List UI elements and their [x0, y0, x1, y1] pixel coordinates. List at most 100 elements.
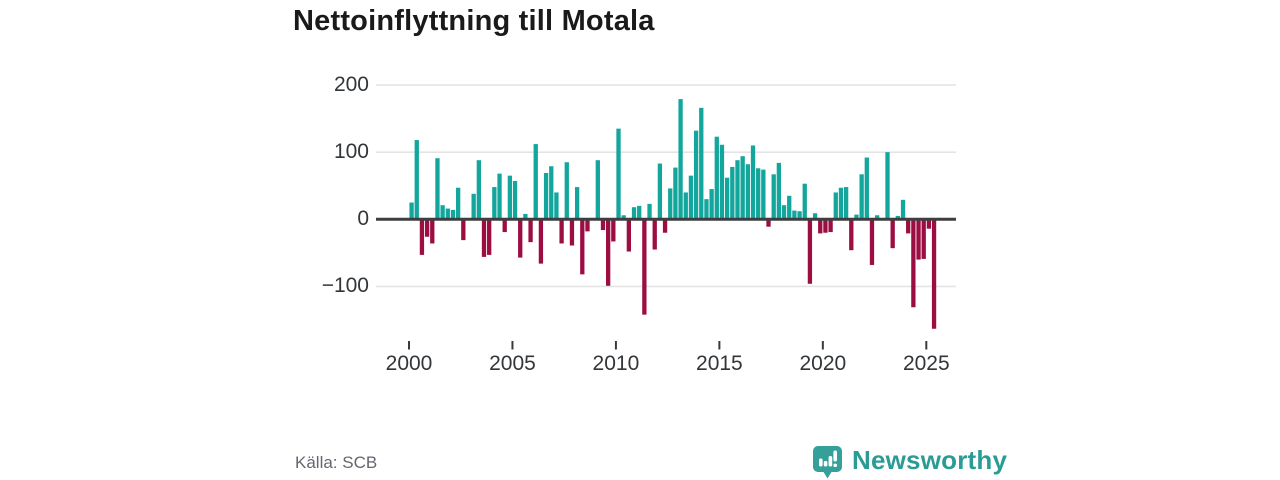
bar-2008Q1 — [574, 187, 580, 220]
bar-2013Q2 — [683, 192, 688, 220]
bar-2007Q1 — [554, 192, 559, 220]
bar-2003Q2 — [476, 160, 481, 220]
bar-2011Q3 — [647, 203, 652, 220]
bar-2003Q3 — [481, 219, 487, 257]
bar-2012Q4 — [673, 167, 678, 220]
bar-2004Q1 — [492, 187, 497, 220]
bar-2009Q1 — [595, 160, 600, 220]
bar-2003Q4 — [487, 219, 492, 255]
bar-2018Q3 — [792, 210, 797, 220]
bar-2005Q1 — [512, 181, 518, 220]
bar-2012Q1 — [657, 163, 663, 220]
bar-2016Q4 — [756, 168, 761, 220]
bar-2023Q2 — [890, 219, 895, 249]
y-axis-tick-label-0: 0 — [357, 207, 369, 231]
bar-2023Q3 — [895, 215, 900, 220]
bar-2006Q2 — [538, 219, 544, 264]
bar-2013Q3 — [688, 175, 694, 220]
bar-2005Q4 — [528, 219, 533, 243]
bar-2024Q4 — [921, 219, 926, 259]
bar-2017Q4 — [776, 162, 782, 220]
x-axis-tick-label-2020: 2020 — [799, 352, 847, 375]
bar-2020Q2 — [828, 219, 833, 233]
bar-2000Q3 — [419, 219, 425, 255]
bar-2015Q3 — [730, 166, 735, 220]
bar-2023Q4 — [900, 199, 906, 220]
bar-2006Q3 — [543, 172, 549, 220]
bar-2010Q4 — [631, 207, 637, 220]
bar-2005Q2 — [518, 219, 523, 258]
x-axis-tick-label-2005: 2005 — [489, 352, 536, 375]
bar-2021Q4 — [859, 174, 864, 220]
bar-2015Q4 — [735, 160, 740, 220]
bar-2025Q2 — [931, 219, 937, 329]
bar-2008Q3 — [585, 219, 590, 232]
x-axis-tick-label-2000: 2000 — [385, 352, 433, 375]
bar-2003Q1 — [471, 193, 476, 220]
bar-2010Q3 — [626, 219, 631, 252]
bar-2020Q4 — [838, 187, 844, 220]
bar-2023Q1 — [885, 152, 890, 220]
bar-2024Q2 — [911, 219, 916, 308]
bar-2022Q3 — [875, 215, 880, 220]
bar-2014Q2 — [704, 199, 709, 220]
bar-2012Q3 — [668, 188, 673, 220]
bar-2004Q4 — [507, 175, 513, 220]
bar-2019Q3 — [812, 213, 818, 220]
bar-2016Q3 — [750, 145, 756, 220]
bar-2014Q3 — [709, 189, 714, 220]
source-note: Källa: SCB — [295, 453, 378, 472]
chart-title: Nettoinflyttning till Motala — [293, 5, 655, 37]
bar-2001Q1 — [430, 219, 435, 244]
bar-2020Q1 — [823, 219, 828, 233]
bar-2019Q1 — [802, 183, 807, 220]
bar-2021Q1 — [843, 187, 849, 220]
bar-2012Q2 — [662, 219, 668, 233]
bar-2019Q2 — [807, 219, 813, 284]
bar-2014Q1 — [699, 107, 704, 220]
bar-2007Q4 — [569, 219, 575, 246]
newsworthy-logo: Newsworthy — [812, 444, 1007, 480]
bar-2011Q4 — [652, 219, 657, 250]
bar-2016Q1 — [740, 156, 745, 220]
bar-2009Q4 — [611, 219, 616, 242]
bar-2000Q1 — [409, 202, 414, 220]
bar-2000Q4 — [424, 219, 430, 237]
bar-2019Q4 — [818, 219, 823, 234]
bar-2018Q1 — [781, 205, 787, 220]
bar-2022Q2 — [869, 219, 875, 265]
bar-2002Q1 — [450, 209, 456, 220]
bar-2022Q1 — [864, 157, 869, 220]
bar-2002Q3 — [461, 219, 466, 241]
x-axis-tick-label-2025: 2025 — [902, 352, 950, 375]
bar-2016Q2 — [745, 164, 750, 220]
bar-2008Q2 — [580, 219, 585, 275]
bar-2005Q3 — [523, 213, 528, 220]
bar-2010Q1 — [616, 128, 621, 220]
bar-2001Q4 — [445, 208, 450, 220]
bar-2024Q1 — [906, 219, 911, 234]
bar-2017Q3 — [771, 174, 776, 220]
bar-2009Q2 — [600, 219, 606, 231]
bar-2001Q3 — [440, 205, 445, 220]
bar-2002Q2 — [455, 187, 461, 220]
bar-2014Q4 — [714, 136, 719, 220]
bar-2007Q3 — [564, 162, 569, 220]
bar-2011Q2 — [642, 219, 647, 315]
bar-2004Q3 — [502, 219, 507, 233]
x-axis-tick-label-2015: 2015 — [696, 352, 743, 375]
bar-2018Q4 — [797, 211, 802, 220]
bar-2017Q2 — [766, 219, 771, 227]
y-axis-tick-label-100: 100 — [333, 140, 369, 164]
bar-2017Q1 — [761, 169, 766, 220]
bar-2013Q1 — [678, 99, 683, 220]
newsworthy-pin-barchart-icon — [813, 446, 842, 479]
x-axis-tick-label-2010: 2010 — [592, 352, 640, 375]
bar-2015Q1 — [719, 144, 725, 220]
bar-2001Q2 — [435, 158, 440, 220]
bar-2007Q2 — [559, 219, 564, 244]
bar-2021Q2 — [849, 219, 854, 251]
bar-2013Q4 — [693, 130, 699, 220]
